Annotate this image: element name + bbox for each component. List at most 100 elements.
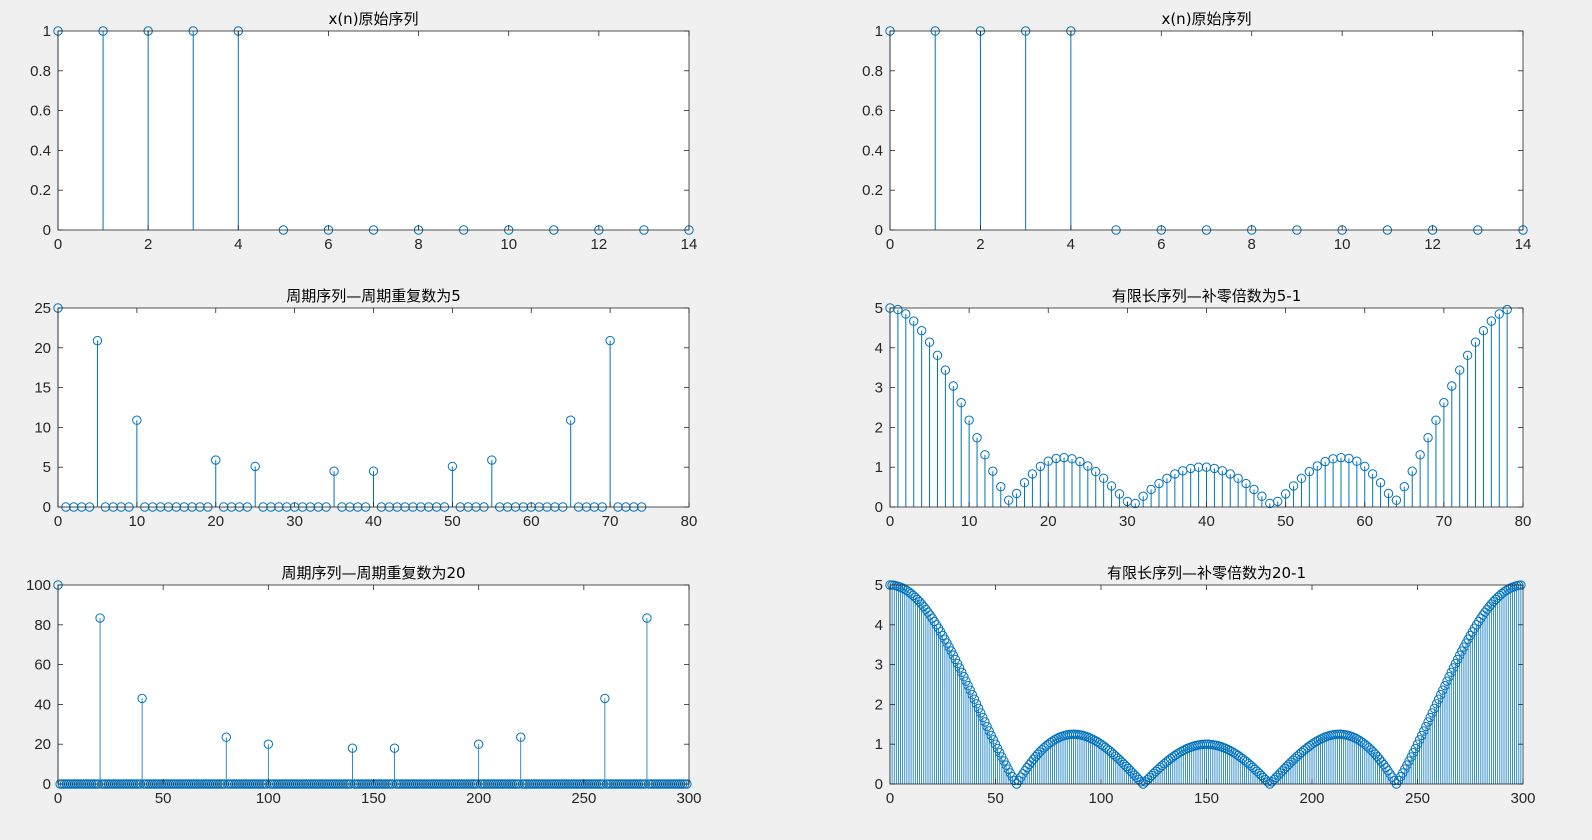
stem-marker: [1106, 481, 1117, 491]
stem-marker: [1486, 316, 1497, 326]
y-tick-label: 0.8: [30, 63, 51, 80]
stem-marker: [565, 415, 576, 425]
y-tick-label: 3: [875, 380, 883, 397]
stem-marker: [956, 398, 966, 408]
y-tick-label: 1: [43, 23, 51, 40]
stem-marker: [250, 461, 260, 472]
stem-marker: [950, 654, 961, 665]
x-tick-label: 10: [129, 513, 146, 530]
stem-marker: [982, 721, 992, 732]
x-tick-label: 300: [676, 790, 701, 807]
stem-marker: [925, 610, 935, 620]
y-tick-label: 0.2: [30, 182, 51, 199]
stem-marker: [1257, 491, 1267, 501]
stem-marker: [1296, 473, 1307, 484]
stem-marker: [1444, 672, 1454, 682]
stem-marker: [1421, 721, 1431, 732]
stem-marker: [1438, 685, 1448, 695]
x-tick-label: 4: [1067, 236, 1075, 253]
x-tick-label: 50: [444, 513, 461, 530]
stem-marker: [1035, 461, 1046, 472]
stem-marker: [924, 337, 935, 347]
chart-title: x(n)原始序列: [328, 10, 418, 28]
stem-marker: [487, 455, 497, 465]
stem-marker: [927, 613, 937, 623]
stem-marker: [1083, 461, 1093, 471]
x-tick-label: 300: [1510, 790, 1535, 807]
stem-marker: [368, 466, 379, 476]
y-tick-label: 15: [34, 380, 51, 397]
stem-marker: [1273, 496, 1283, 507]
stem-marker: [1399, 482, 1410, 492]
stem-marker: [1407, 466, 1417, 476]
stem-marker: [642, 613, 652, 623]
y-tick-label: 0.4: [862, 142, 883, 159]
x-tick-label: 100: [256, 790, 281, 807]
chart-title: x(n)原始序列: [1161, 10, 1251, 28]
stem-marker: [1439, 398, 1449, 408]
stem-marker: [1408, 748, 1418, 758]
stem-marker: [1446, 667, 1456, 678]
stem-marker: [1423, 717, 1433, 727]
stem-marker: [971, 699, 982, 709]
stem-marker: [600, 693, 610, 704]
y-tick-label: 0.6: [30, 103, 51, 120]
stem-marker: [909, 316, 919, 326]
y-tick-label: 3: [875, 657, 883, 674]
x-tick-label: 30: [286, 513, 303, 530]
stem-marker: [952, 658, 963, 669]
chart-title: 有限长序列—补零倍数为20-1: [1107, 564, 1306, 582]
stem-marker: [984, 726, 994, 736]
stem-marker: [1075, 456, 1085, 467]
x-tick-label: 0: [886, 513, 894, 530]
x-tick-label: 4: [234, 236, 242, 253]
stem-marker: [1431, 415, 1441, 425]
y-tick-label: 80: [34, 617, 51, 634]
stem-marker: [957, 667, 967, 678]
y-tick-label: 5: [43, 459, 51, 476]
stem-marker: [980, 450, 990, 460]
stem-marker: [893, 304, 903, 315]
y-tick-label: 0.2: [862, 182, 883, 199]
stem-marker: [1431, 699, 1442, 709]
x-tick-label: 0: [886, 790, 894, 807]
x-tick-label: 0: [54, 513, 62, 530]
x-tick-label: 150: [361, 790, 386, 807]
y-tick-label: 100: [26, 577, 51, 594]
y-tick-label: 1: [875, 459, 883, 476]
stem-marker: [961, 676, 971, 686]
stem-marker: [1414, 735, 1425, 745]
y-tick-label: 1: [875, 736, 883, 753]
stem-marker: [211, 455, 221, 465]
stem-marker: [969, 694, 980, 704]
y-tick-label: 2: [875, 419, 883, 436]
y-tick-label: 10: [34, 419, 51, 436]
stem-marker: [95, 613, 105, 623]
stem-marker: [221, 732, 231, 742]
x-tick-label: 70: [602, 513, 619, 530]
stem-marker: [1262, 777, 1273, 787]
stem-marker: [1019, 478, 1030, 488]
stem-marker: [1505, 583, 1516, 593]
x-tick-label: 100: [1088, 790, 1113, 807]
x-tick-label: 12: [591, 236, 608, 253]
stem-marker: [1249, 484, 1259, 495]
stem-marker: [1136, 777, 1146, 787]
y-tick-label: 0.4: [30, 142, 51, 159]
stem-marker: [1098, 473, 1109, 484]
stem-marker: [1494, 309, 1504, 319]
x-tick-label: 200: [1299, 790, 1324, 807]
stem-marker: [1423, 433, 1433, 443]
stem-marker: [1130, 498, 1140, 509]
stem-marker: [988, 735, 999, 745]
stem-marker: [1429, 703, 1440, 714]
y-tick-label: 0: [43, 776, 51, 793]
x-tick-label: 50: [987, 790, 1004, 807]
y-tick-label: 2: [875, 696, 883, 713]
stem-marker: [1288, 481, 1299, 491]
stem-marker: [940, 365, 951, 375]
